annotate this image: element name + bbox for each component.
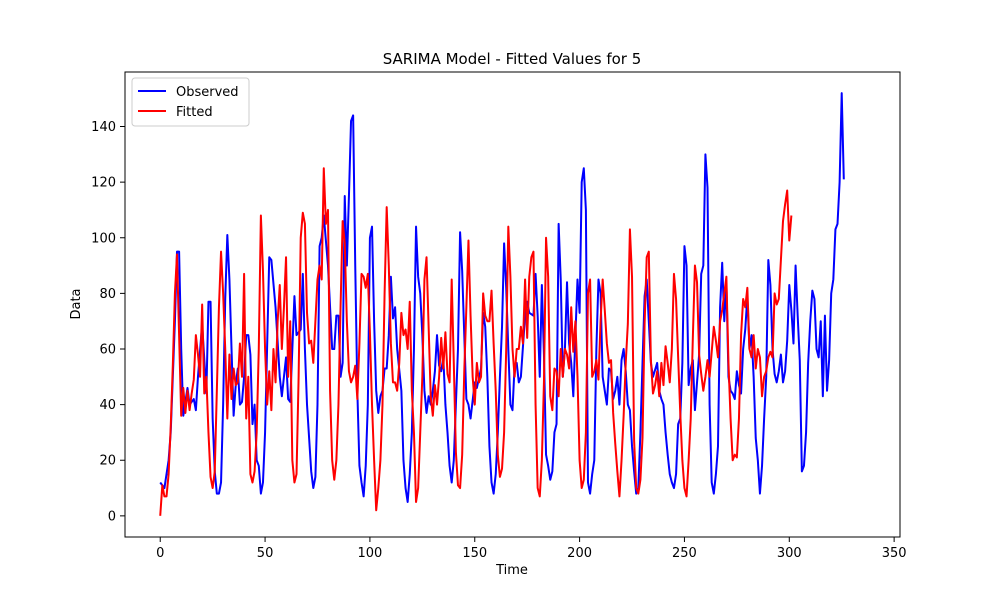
x-tick-label: 100	[357, 546, 382, 561]
x-tick-label: 50	[257, 546, 274, 561]
x-tick-label: 250	[672, 546, 697, 561]
y-tick-label: 80	[99, 287, 116, 302]
x-tick-label: 300	[777, 546, 802, 561]
y-tick-label: 60	[99, 342, 116, 357]
y-tick-label: 120	[91, 176, 116, 191]
x-tick-label: 200	[567, 546, 592, 561]
legend: Observed Fitted	[131, 77, 250, 127]
series-line-fitted	[159, 167, 793, 516]
x-tick-label: 0	[156, 546, 164, 561]
x-axis: 0 50 100 150 200 250 300 350	[156, 537, 907, 561]
y-axis-label: Data	[69, 288, 84, 319]
y-tick-label: 100	[91, 231, 116, 246]
chart-title: SARIMA Model - Fitted Values for 5	[383, 50, 642, 68]
y-axis: 0 20 40 60 80 100 120 140	[91, 120, 125, 524]
plot-frame	[124, 71, 901, 538]
x-tick-label: 350	[882, 546, 907, 561]
x-axis-label: Time	[495, 563, 528, 578]
y-tick-label: 40	[99, 398, 116, 413]
legend-label-fitted: Fitted	[176, 105, 213, 120]
y-tick-label: 140	[91, 120, 116, 135]
x-tick-label: 150	[462, 546, 487, 561]
series-line-observed	[159, 92, 845, 503]
y-tick-label: 0	[108, 509, 116, 524]
legend-label-observed: Observed	[176, 85, 239, 100]
series-layer	[159, 92, 845, 516]
y-tick-label: 20	[99, 454, 116, 469]
